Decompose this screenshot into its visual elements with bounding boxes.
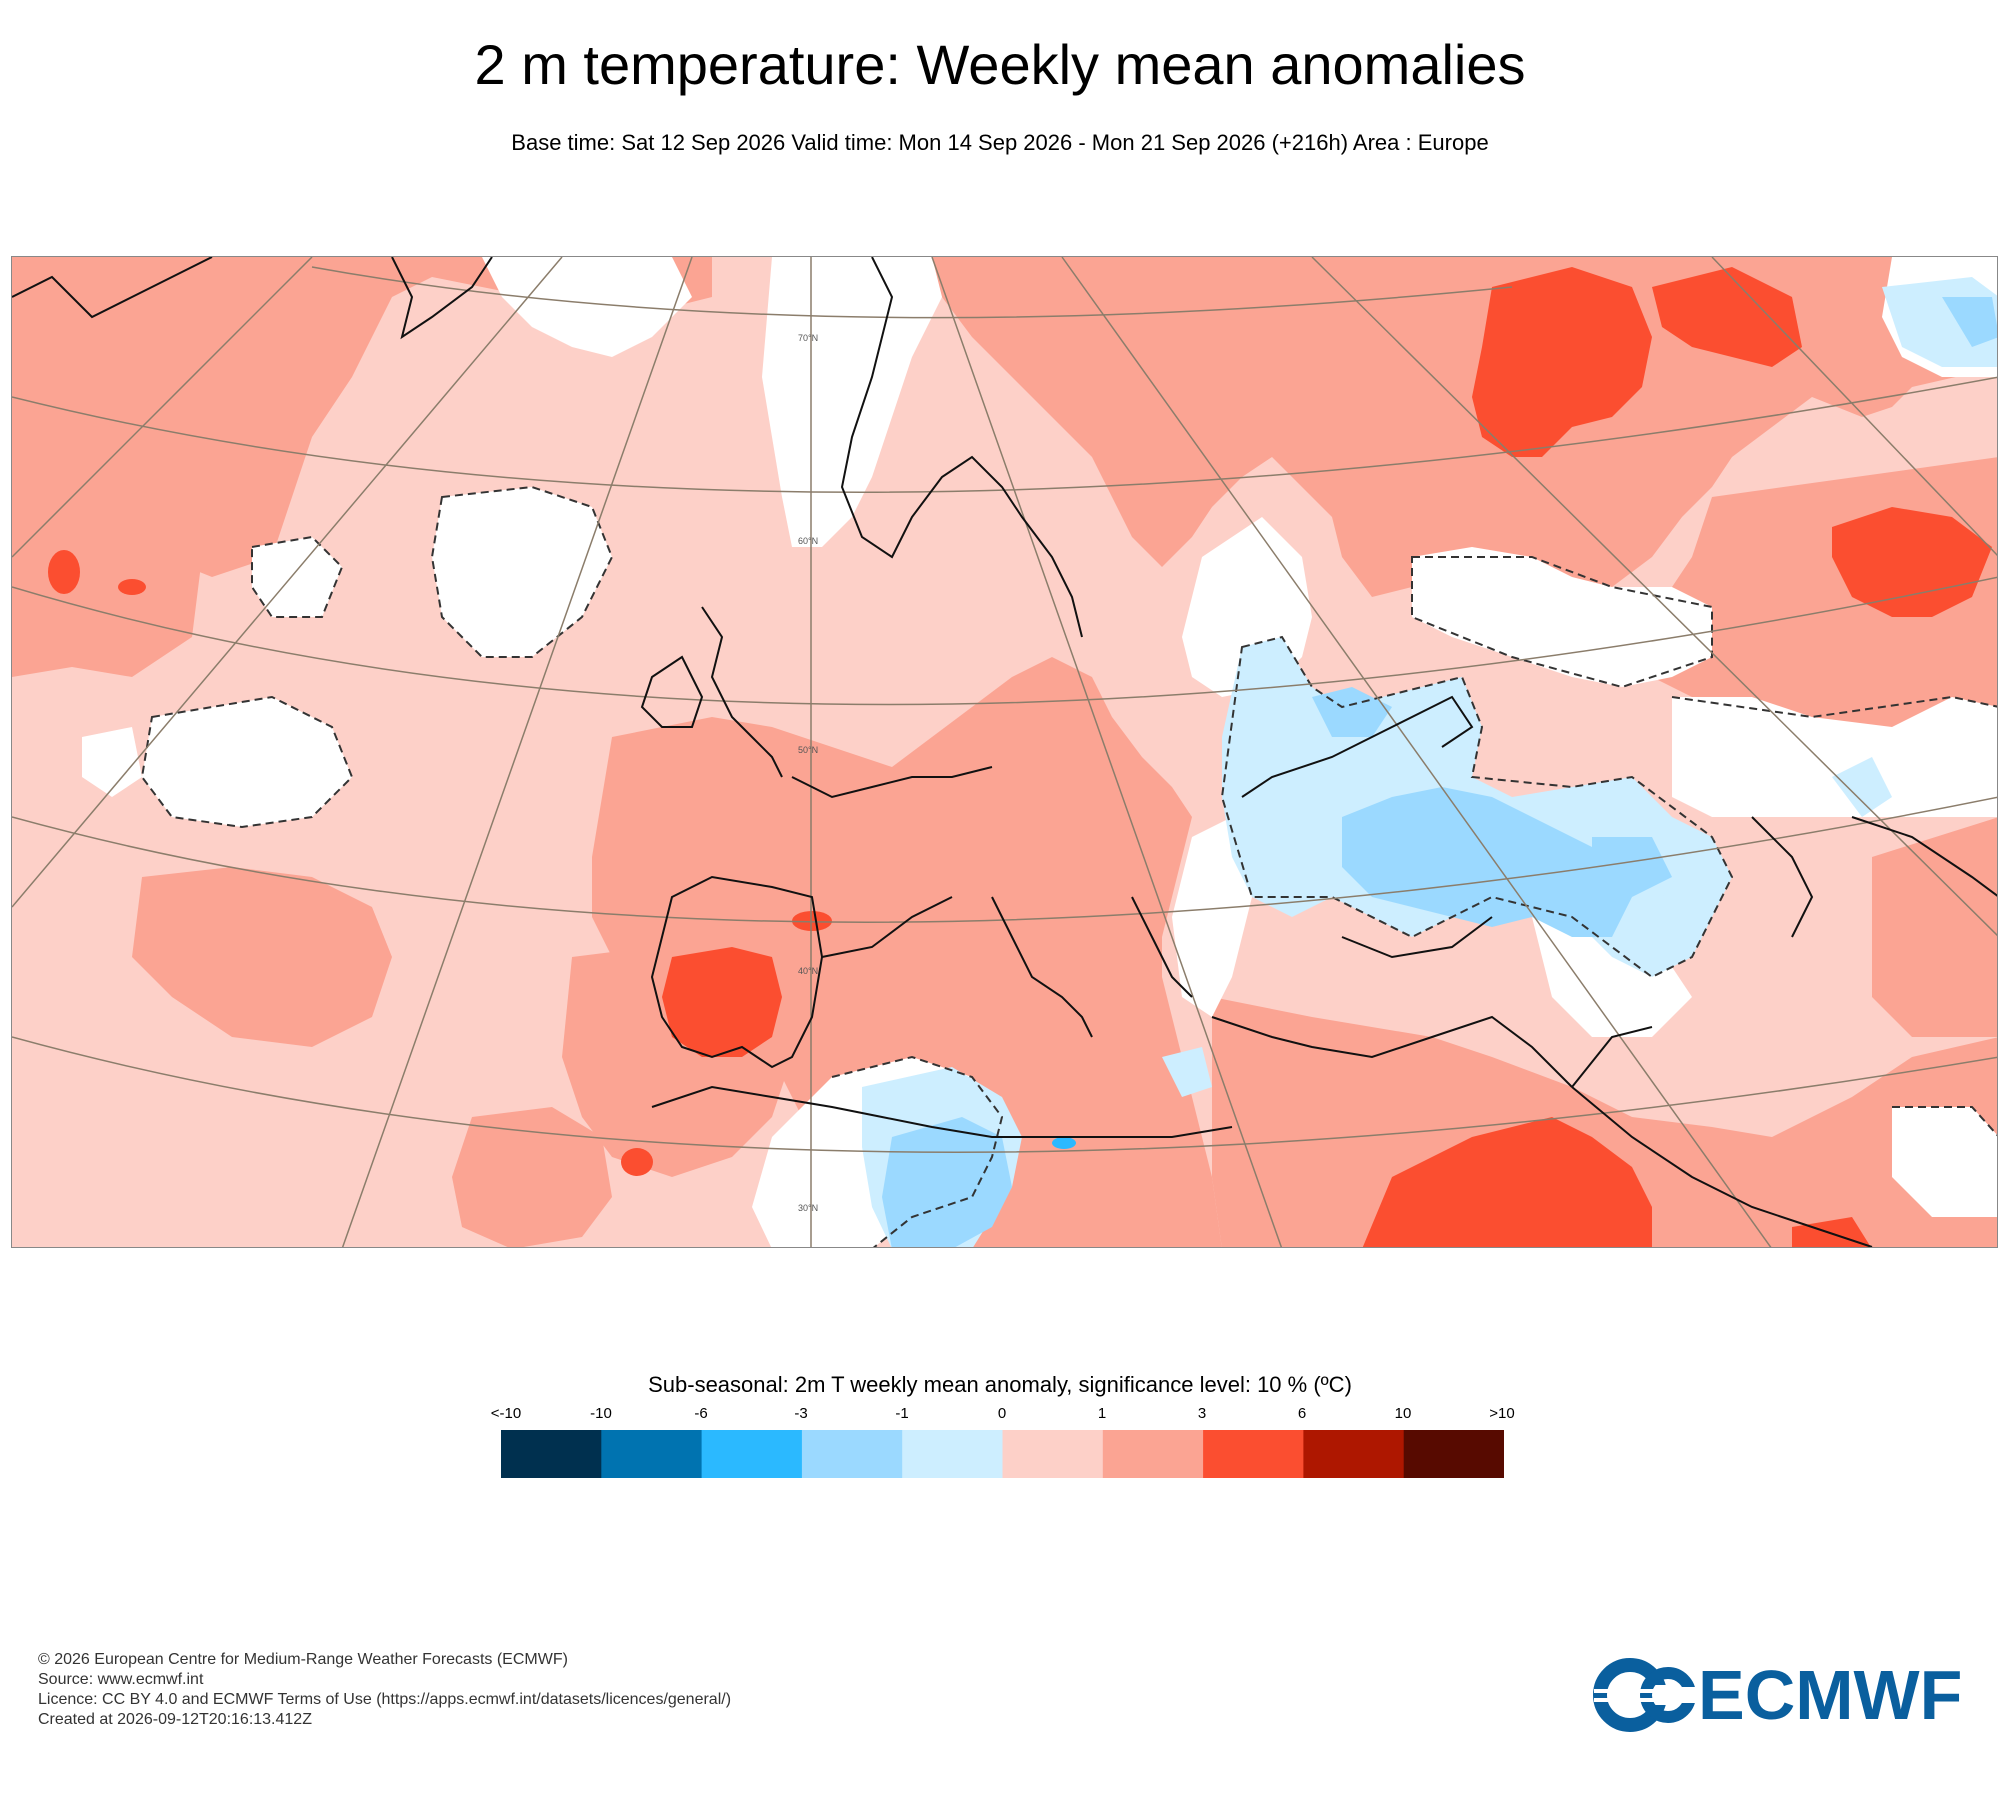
licence-text: Licence: CC BY 4.0 and ECMWF Terms of Us…: [38, 1691, 732, 1708]
footer: © 2026 European Centre for Medium-Range …: [38, 1650, 731, 1730]
colorbar-label: 3: [1197, 1405, 1207, 1422]
anomaly-minus3-minus1-regions: [882, 297, 1997, 1247]
created-text: Created at 2026-09-12T20:16:13.412Z: [38, 1711, 312, 1728]
colorbar-label: 0: [997, 1405, 1007, 1422]
colorbar-label: -3: [794, 1405, 808, 1422]
colorbar-label: 1: [1097, 1405, 1107, 1422]
graticule: [12, 257, 1997, 1247]
colorbar-swatch: [601, 1430, 703, 1478]
ecmwf-logo-mark: [1593, 1658, 1696, 1732]
colorbar-swatch: [902, 1430, 1003, 1478]
colorbar-swatch: [801, 1430, 903, 1478]
lat-label-30: 30°N: [798, 1203, 818, 1213]
colorbar-swatch: [1303, 1430, 1405, 1478]
significance-contours: [140, 485, 1997, 1247]
latitude-labels: 70°N 60°N 50°N 40°N 30°N: [798, 333, 818, 1213]
colorbar-label: 10: [1394, 1405, 1412, 1422]
copyright-text: © 2026 European Centre for Medium-Range …: [38, 1651, 568, 1668]
colorbar-swatch: [1002, 1430, 1104, 1478]
map-canvas: 70°N 60°N 50°N 40°N 30°N: [12, 257, 1997, 1247]
anomaly-minus6-minus3-regions: [1052, 1137, 1076, 1149]
colorbar-label: 6: [1297, 1405, 1307, 1422]
colorbar-swatch: [1403, 1430, 1504, 1478]
ecmwf-logo: ECMWF: [1593, 1656, 1962, 1734]
page-title: 2 m temperature: Weekly mean anomalies: [474, 33, 1526, 96]
colorbar-label: <-10: [490, 1405, 522, 1422]
ecmwf-logo-text: ECMWF: [1698, 1656, 1962, 1734]
colorbar-swatch: [1203, 1430, 1304, 1478]
colorbar-swatch: [501, 1430, 602, 1478]
colorbar-labels: <-10 -10 -6 -3 -1 0 1 3 6 10 >10: [470, 1405, 1540, 1425]
page-subtitle: Base time: Sat 12 Sep 2026 Valid time: M…: [511, 130, 1489, 155]
colorbar-label: -10: [590, 1405, 612, 1422]
source-text: Source: www.ecmwf.int: [38, 1671, 204, 1688]
lat-label-70: 70°N: [798, 333, 818, 343]
anomaly-map: 70°N 60°N 50°N 40°N 30°N: [11, 256, 1998, 1248]
colorbar-label: -6: [694, 1405, 708, 1422]
colorbar-swatch: [701, 1430, 803, 1478]
coastlines: [12, 257, 1997, 1247]
colorbar: [501, 1430, 1504, 1478]
anomaly-3-6-regions: [48, 267, 1992, 1247]
lat-label-40: 40°N: [798, 966, 818, 976]
lat-label-50: 50°N: [798, 745, 818, 755]
colorbar-title: Sub-seasonal: 2m T weekly mean anomaly, …: [648, 1372, 1352, 1397]
colorbar-label: -1: [895, 1405, 909, 1422]
colorbar-swatch: [1102, 1430, 1204, 1478]
lat-label-60: 60°N: [798, 536, 818, 546]
colorbar-label: >10: [1489, 1405, 1515, 1422]
